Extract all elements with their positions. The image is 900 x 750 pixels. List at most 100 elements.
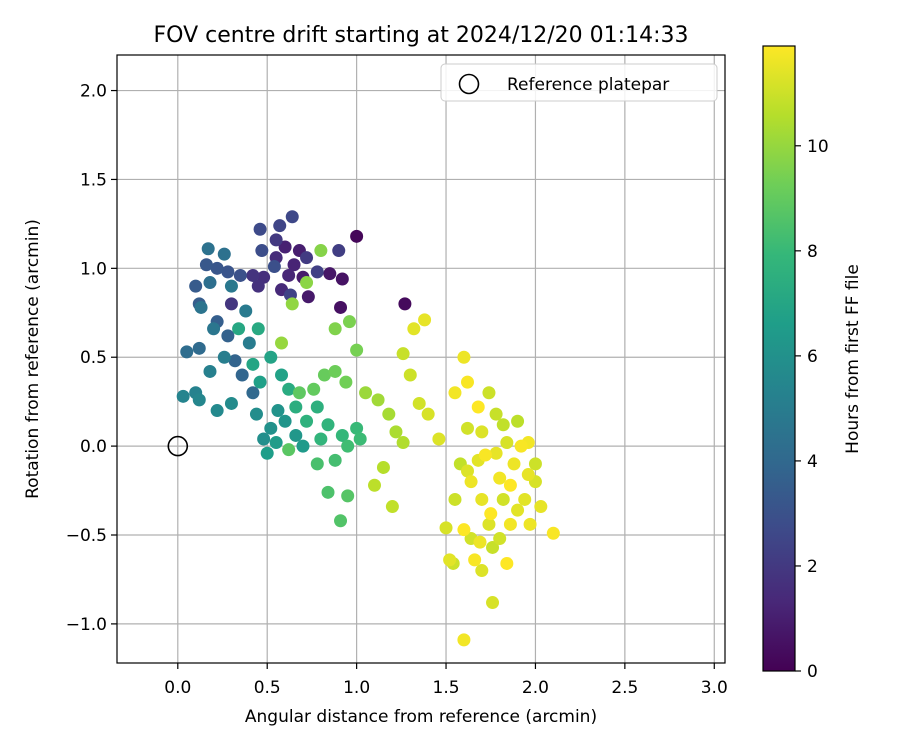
data-point — [192, 341, 206, 355]
data-point — [457, 633, 471, 647]
y-tick-label: −0.5 — [66, 526, 107, 546]
data-point — [473, 535, 487, 549]
data-point — [511, 414, 525, 428]
data-point — [486, 540, 500, 554]
colorbar-tick-label: 10 — [807, 137, 829, 157]
colorbar-tick-label: 2 — [807, 557, 818, 577]
data-point — [310, 265, 324, 279]
data-point — [296, 439, 310, 453]
y-tick-label: 2.0 — [80, 82, 107, 102]
data-point — [511, 503, 525, 517]
data-point — [460, 375, 474, 389]
y-tick-label: −1.0 — [66, 615, 107, 635]
x-tick-label: 1.0 — [343, 678, 370, 698]
data-point — [310, 457, 324, 471]
data-point — [334, 300, 348, 314]
data-point — [389, 425, 403, 439]
colorbar-ticks: 0 2 4 6 8 10 — [795, 137, 829, 682]
scatter-points — [176, 210, 560, 647]
data-point — [385, 500, 399, 514]
colorbar-gradient — [762, 45, 796, 672]
data-point — [307, 382, 321, 396]
legend-label: Reference platepar — [507, 75, 669, 95]
y-axis-label: Rotation from reference (arcmin) — [23, 219, 43, 499]
data-point — [246, 386, 260, 400]
colorbar-label: Hours from first FF file — [843, 264, 863, 454]
data-point — [328, 322, 342, 336]
data-point — [496, 492, 510, 506]
x-tick-label: 0.5 — [254, 678, 281, 698]
data-point — [194, 300, 208, 314]
data-point — [264, 421, 278, 435]
data-point — [300, 251, 314, 265]
data-point — [460, 464, 474, 478]
x-tick-label: 0.0 — [164, 678, 191, 698]
data-point — [235, 368, 249, 382]
x-tick-label: 1.5 — [433, 678, 460, 698]
data-point — [448, 386, 462, 400]
data-point — [176, 389, 190, 403]
data-point — [496, 418, 510, 432]
data-point — [403, 368, 417, 382]
data-point — [242, 336, 256, 350]
data-point — [180, 345, 194, 359]
data-point — [353, 432, 367, 446]
data-point — [210, 261, 224, 275]
data-point — [321, 485, 335, 499]
data-point — [341, 489, 355, 503]
data-point — [432, 432, 446, 446]
data-point — [189, 279, 203, 293]
data-point — [217, 350, 231, 364]
data-point — [396, 436, 410, 450]
data-point — [217, 247, 231, 261]
data-point — [300, 276, 314, 290]
data-point — [251, 322, 265, 336]
x-tick-label: 2.5 — [611, 678, 638, 698]
reference-platepar-marker — [167, 435, 189, 457]
data-point — [412, 396, 426, 410]
data-point — [418, 313, 432, 327]
data-point — [482, 517, 496, 531]
data-point — [233, 268, 247, 282]
data-point — [221, 265, 235, 279]
data-point — [339, 375, 353, 389]
data-point — [341, 439, 355, 453]
data-point — [207, 322, 221, 336]
data-point — [475, 492, 489, 506]
data-point — [359, 386, 373, 400]
data-point — [376, 460, 390, 474]
data-point — [221, 329, 235, 343]
data-point — [514, 439, 528, 453]
colorbar-tick-label: 8 — [807, 242, 818, 262]
data-point — [257, 432, 271, 446]
data-point — [523, 517, 537, 531]
data-point — [332, 244, 346, 258]
data-point — [489, 446, 503, 460]
data-point — [475, 564, 489, 578]
data-point — [335, 272, 349, 286]
colorbar-tick-label: 4 — [807, 452, 818, 472]
data-point — [471, 400, 485, 414]
data-point — [285, 297, 299, 311]
data-point — [350, 343, 364, 357]
data-point — [253, 222, 267, 236]
data-point — [192, 393, 206, 407]
data-point — [457, 350, 471, 364]
data-point — [251, 279, 265, 293]
data-point — [371, 393, 385, 407]
legend-box — [440, 63, 718, 102]
data-point — [287, 258, 301, 272]
data-point — [486, 596, 500, 610]
colorbar-tick-label: 6 — [807, 347, 818, 367]
data-point — [310, 400, 324, 414]
data-point — [224, 279, 238, 293]
x-axis-ticks: 0.0 0.5 1.0 1.5 2.0 2.5 3.0 — [164, 663, 728, 698]
data-point — [368, 478, 382, 492]
data-point — [350, 229, 364, 243]
data-point — [493, 471, 507, 485]
data-point — [546, 526, 560, 540]
data-point — [507, 457, 521, 471]
data-point — [255, 244, 269, 258]
data-point — [224, 396, 238, 410]
